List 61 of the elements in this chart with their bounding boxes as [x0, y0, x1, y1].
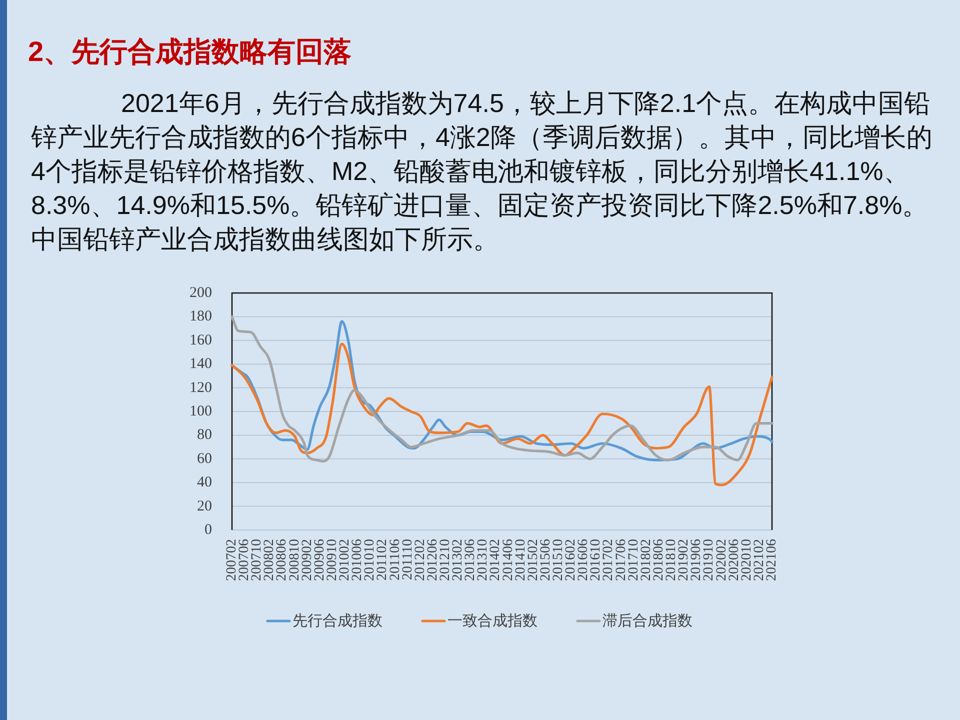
x-tick-label: 200906 — [312, 539, 328, 581]
x-tick-label: 201610 — [588, 539, 604, 581]
x-tick-label: 201102 — [375, 539, 390, 580]
y-tick-label: 20 — [197, 498, 212, 514]
y-tick-label: 140 — [190, 356, 212, 372]
x-tick-label: 202106 — [764, 539, 780, 581]
x-tick-label: 202006 — [726, 539, 742, 581]
x-tick-label: 201106 — [388, 539, 403, 580]
y-tick-label: 60 — [197, 450, 212, 467]
x-tick-label: 201006 — [350, 539, 366, 581]
x-tick-label: 201706 — [614, 539, 629, 581]
chart-subtitle: 2021年6月，先行合成指数为74.5，较上月下降2.1个点。在构成中国铅锌产业先行合成指数的6个指标中，4涨2降（季调后数据）。其中，同比增长的4个指标是铅锌价格指数、M2、铅酸蓄电池和镀锌板，同比分别增长41.1%、8.3%、14.9%和15.5%。铅锌矿进口量、固定资产投资同比下降2.5%和7.8%。中国铅锌产业合成指数曲线图如下所示。 — [31, 87, 934, 256]
x-tick-label: 201402 — [488, 539, 504, 581]
x-tick-label: 201310 — [476, 539, 491, 581]
x-tick-label: 202102 — [752, 539, 767, 581]
y-tick-label: 40 — [197, 474, 212, 491]
x-tick-label: 201302 — [450, 539, 466, 581]
legend-label: 滞后合成指数 — [602, 612, 692, 630]
x-tick-label: 201306 — [463, 539, 478, 581]
y-tick-label: 160 — [190, 332, 212, 348]
x-tick-label: 200702 — [224, 539, 240, 581]
x-tick-label: 201206 — [425, 539, 440, 581]
x-tick-label: 201602 — [564, 539, 579, 581]
x-tick-label: 200706 — [237, 539, 252, 581]
x-tick-label: 201010 — [362, 539, 378, 581]
legend-label: 一致合成指数 — [448, 612, 538, 630]
x-tick-label: 201502 — [526, 539, 541, 581]
x-tick-label: 201002 — [338, 539, 353, 581]
x-tick-label: 201510 — [551, 539, 566, 581]
x-tick-label: 201506 — [538, 539, 554, 581]
x-tick-label: 201110 — [400, 539, 416, 580]
x-tick-label: 201906 — [689, 539, 704, 581]
x-tick-label: 200902 — [300, 539, 315, 581]
y-tick-label: 0 — [204, 522, 212, 538]
y-tick-label: 200 — [190, 285, 212, 301]
y-tick-label: 120 — [190, 380, 212, 396]
x-tick-label: 201406 — [500, 539, 516, 581]
y-tick-label: 100 — [190, 404, 212, 420]
x-tick-label: 201702 — [601, 539, 616, 581]
x-tick-label: 201806 — [651, 539, 666, 581]
chart-title: 2、先行合成指数略有回落 — [28, 35, 352, 69]
x-tick-label: 200910 — [324, 539, 340, 581]
x-tick-label: 200810 — [287, 539, 302, 581]
x-tick-label: 201606 — [576, 539, 592, 581]
x-tick-label: 201810 — [664, 539, 680, 581]
x-tick-label: 200710 — [250, 539, 265, 581]
x-tick-label: 201910 — [702, 539, 717, 581]
x-tick-label: 202010 — [739, 539, 754, 581]
y-tick-label: 80 — [197, 427, 212, 444]
x-tick-label: 201710 — [626, 539, 642, 581]
legend-label: 先行合成指数 — [292, 612, 382, 630]
x-tick-label: 201902 — [676, 539, 692, 581]
y-tick-label: 180 — [190, 308, 212, 325]
x-tick-label: 202002 — [714, 539, 730, 581]
x-tick-label: 200806 — [274, 539, 290, 581]
x-tick-label: 201410 — [513, 539, 528, 581]
x-tick-label: 201202 — [412, 539, 428, 581]
x-tick-label: 201210 — [438, 539, 453, 581]
x-tick-label: 200802 — [262, 539, 278, 581]
x-tick-label: 201802 — [638, 539, 654, 581]
line-series — [230, 342, 774, 486]
